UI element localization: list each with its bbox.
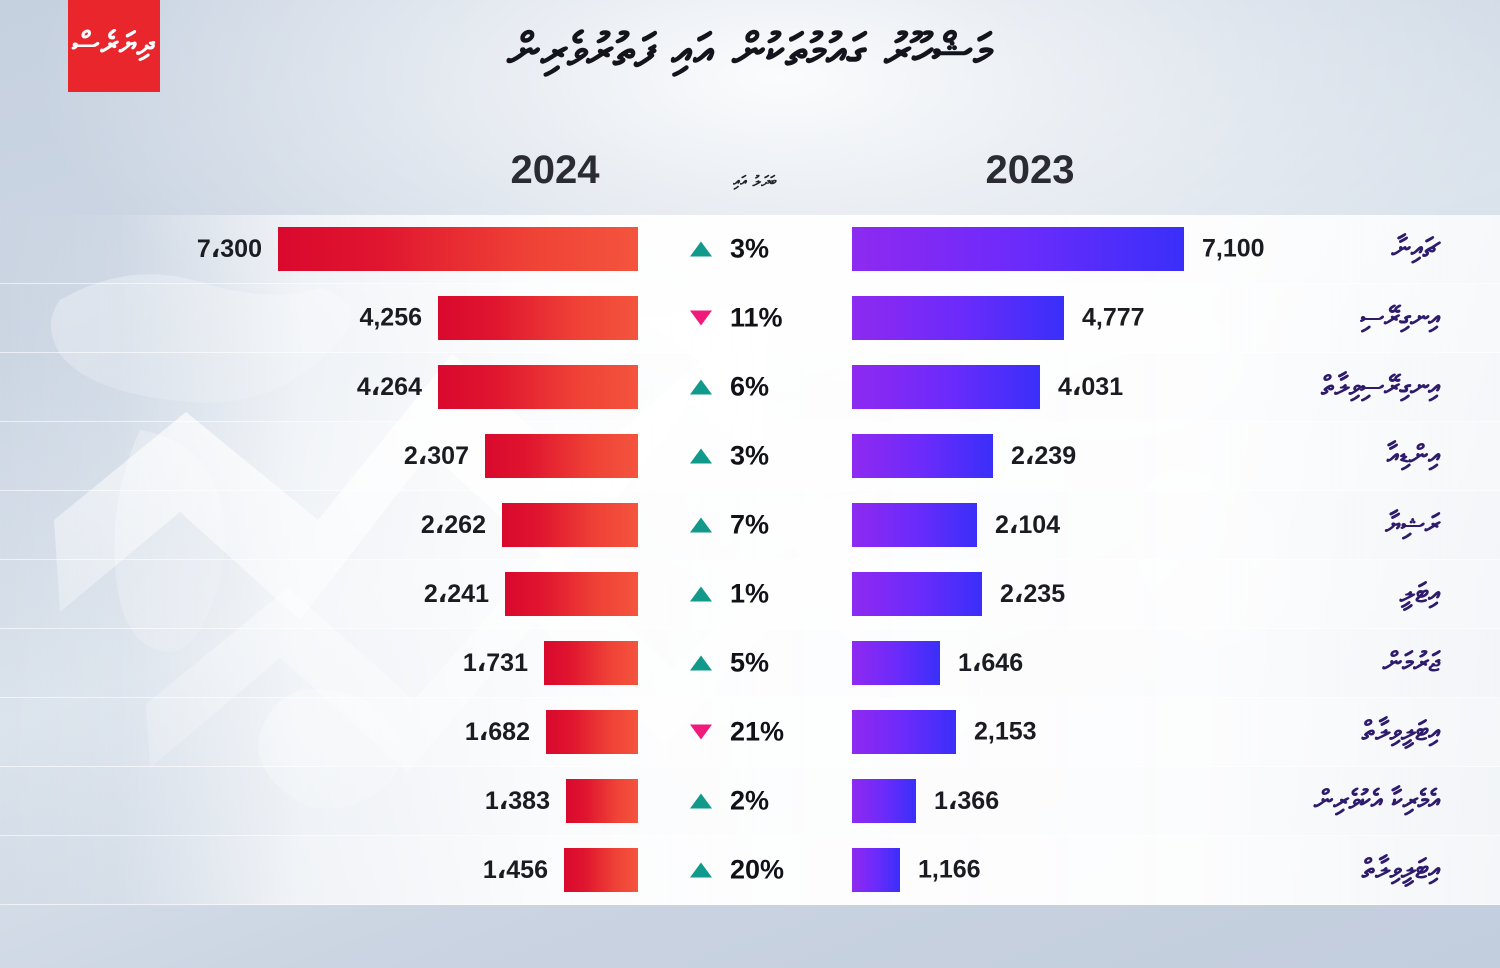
logo-wordmark: ދިޔަރެސް — [72, 25, 156, 62]
value-2023: 2,153 — [974, 717, 1037, 746]
arrow-up-icon — [690, 655, 712, 671]
table-row: 2،241 1% 2،235 އިޓަލީ — [0, 560, 1500, 629]
change-indicator: 7% — [690, 510, 830, 541]
bar-2024 — [564, 848, 638, 892]
country-label: އިންޑިއާ — [1386, 440, 1440, 471]
bar-2023 — [852, 296, 1064, 340]
table-row: 2،307 3% 2،239 އިންޑިއާ — [0, 422, 1500, 491]
arrow-up-icon — [690, 793, 712, 809]
country-label: އެމެރިކާ އެކުވެރިން — [1313, 785, 1440, 816]
arrow-down-icon — [690, 310, 712, 326]
table-row: 1،456 20% 1,166 އިޓަލީވިލާތް — [0, 836, 1500, 905]
change-percent: 3% — [730, 233, 770, 264]
bar-2024 — [438, 296, 638, 340]
country-label: ރަޝިޔާ — [1385, 509, 1440, 540]
page-title: މަޝްހޫރު ގައުމުތަކުން އައި ފަތުރުވެރިން — [507, 23, 993, 77]
value-2023: 2،239 — [1011, 442, 1077, 470]
bar-2024 — [505, 572, 638, 616]
arrow-up-icon — [690, 379, 712, 395]
brand-logo: ދިޔަރެސް — [68, 0, 160, 92]
value-2024: 4،264 — [356, 373, 422, 401]
change-percent: 20% — [730, 854, 785, 885]
change-percent: 21% — [730, 716, 785, 747]
bar-2024 — [566, 779, 638, 823]
country-label: ޖަރުމަން — [1382, 647, 1440, 678]
change-indicator: 20% — [690, 855, 830, 886]
change-indicator: 6% — [690, 372, 830, 403]
bar-2023 — [852, 710, 956, 754]
value-2024: 2،307 — [403, 442, 469, 470]
table-row: 7،300 3% 7,100 ޗައިނާ — [0, 215, 1500, 284]
country-label: އިޓަލީ — [1399, 578, 1440, 609]
bar-2024 — [438, 365, 638, 409]
value-2024: 2،262 — [420, 511, 486, 539]
value-2023: 4،031 — [1058, 373, 1124, 401]
table-row: 4,256 11% 4,777 އިނގިރޭސި — [0, 284, 1500, 353]
country-label: އިނގިރޭސި — [1360, 302, 1440, 333]
arrow-up-icon — [690, 517, 712, 533]
change-indicator: 3% — [690, 234, 830, 265]
value-2023: 2،104 — [995, 511, 1061, 539]
change-indicator: 5% — [690, 648, 830, 679]
value-2024: 2،241 — [423, 580, 489, 608]
change-indicator: 1% — [690, 579, 830, 610]
bar-2023 — [852, 365, 1040, 409]
value-2023: 7,100 — [1202, 234, 1265, 263]
value-2023: 1،366 — [934, 787, 1000, 815]
change-indicator: 2% — [690, 786, 830, 817]
value-2024: 1،383 — [484, 787, 550, 815]
change-indicator: 11% — [690, 303, 830, 334]
arrow-up-icon — [690, 586, 712, 602]
header-year-2024: 2024 — [510, 148, 600, 192]
table-row: 1،682 21% 2,153 އިޓަލީވިލާތް — [0, 698, 1500, 767]
value-2023: 4,777 — [1082, 303, 1145, 332]
arrow-up-icon — [690, 241, 712, 257]
bar-2023 — [852, 848, 900, 892]
table-row: 1،731 5% 1،646 ޖަރުމަން — [0, 629, 1500, 698]
country-label: އިޓަލީވިލާތް — [1361, 854, 1440, 885]
change-percent: 11% — [730, 302, 783, 333]
value-2023: 1,166 — [918, 855, 981, 884]
bar-2024 — [278, 227, 638, 271]
table-row: 2،262 7% 2،104 ރަޝިޔާ — [0, 491, 1500, 560]
header-change-label: ބަދަލު އައި — [733, 172, 777, 190]
change-indicator: 3% — [690, 441, 830, 472]
bar-2023 — [852, 503, 977, 547]
bar-2023 — [852, 779, 916, 823]
value-2024: 7،300 — [196, 235, 262, 263]
change-percent: 3% — [730, 440, 770, 471]
table-row: 4،264 6% 4،031 އިނގިރޭސިވިލާތް — [0, 353, 1500, 422]
bar-2024 — [502, 503, 638, 547]
change-percent: 2% — [730, 785, 770, 816]
change-percent: 6% — [730, 371, 770, 402]
value-2024: 4,256 — [359, 303, 422, 332]
change-percent: 5% — [730, 647, 770, 678]
value-2024: 1،731 — [462, 649, 528, 677]
arrow-down-icon — [690, 724, 712, 740]
value-2023: 1،646 — [958, 649, 1024, 677]
column-headers: 2024 ބަދަލު އައި 2023 — [0, 148, 1500, 204]
change-percent: 7% — [730, 509, 770, 540]
value-2024: 1،682 — [464, 718, 530, 746]
arrow-up-icon — [690, 448, 712, 464]
country-label: ޗައިނާ — [1391, 233, 1440, 264]
country-label: އިޓަލީވިލާތް — [1361, 716, 1440, 747]
header-year-2023: 2023 — [985, 148, 1075, 192]
chart-rows: 7،300 3% 7,100 ޗައިނާ 4,256 11% 4,777 އިނގިރޭސި… — [0, 215, 1500, 905]
table-row: 1،383 2% 1،366 އެމެރިކާ އެކުވެރިން — [0, 767, 1500, 836]
bar-2024 — [544, 641, 638, 685]
change-indicator: 21% — [690, 717, 830, 748]
bar-2023 — [852, 641, 940, 685]
country-label: އިނގިރޭސިވިލާތް — [1321, 371, 1440, 402]
arrow-up-icon — [690, 862, 712, 878]
bar-2024 — [485, 434, 638, 478]
bar-2024 — [546, 710, 638, 754]
bar-2023 — [852, 434, 993, 478]
bar-2023 — [852, 572, 982, 616]
value-2024: 1،456 — [482, 856, 548, 884]
bar-2023 — [852, 227, 1184, 271]
change-percent: 1% — [730, 578, 770, 609]
value-2023: 2،235 — [1000, 580, 1066, 608]
